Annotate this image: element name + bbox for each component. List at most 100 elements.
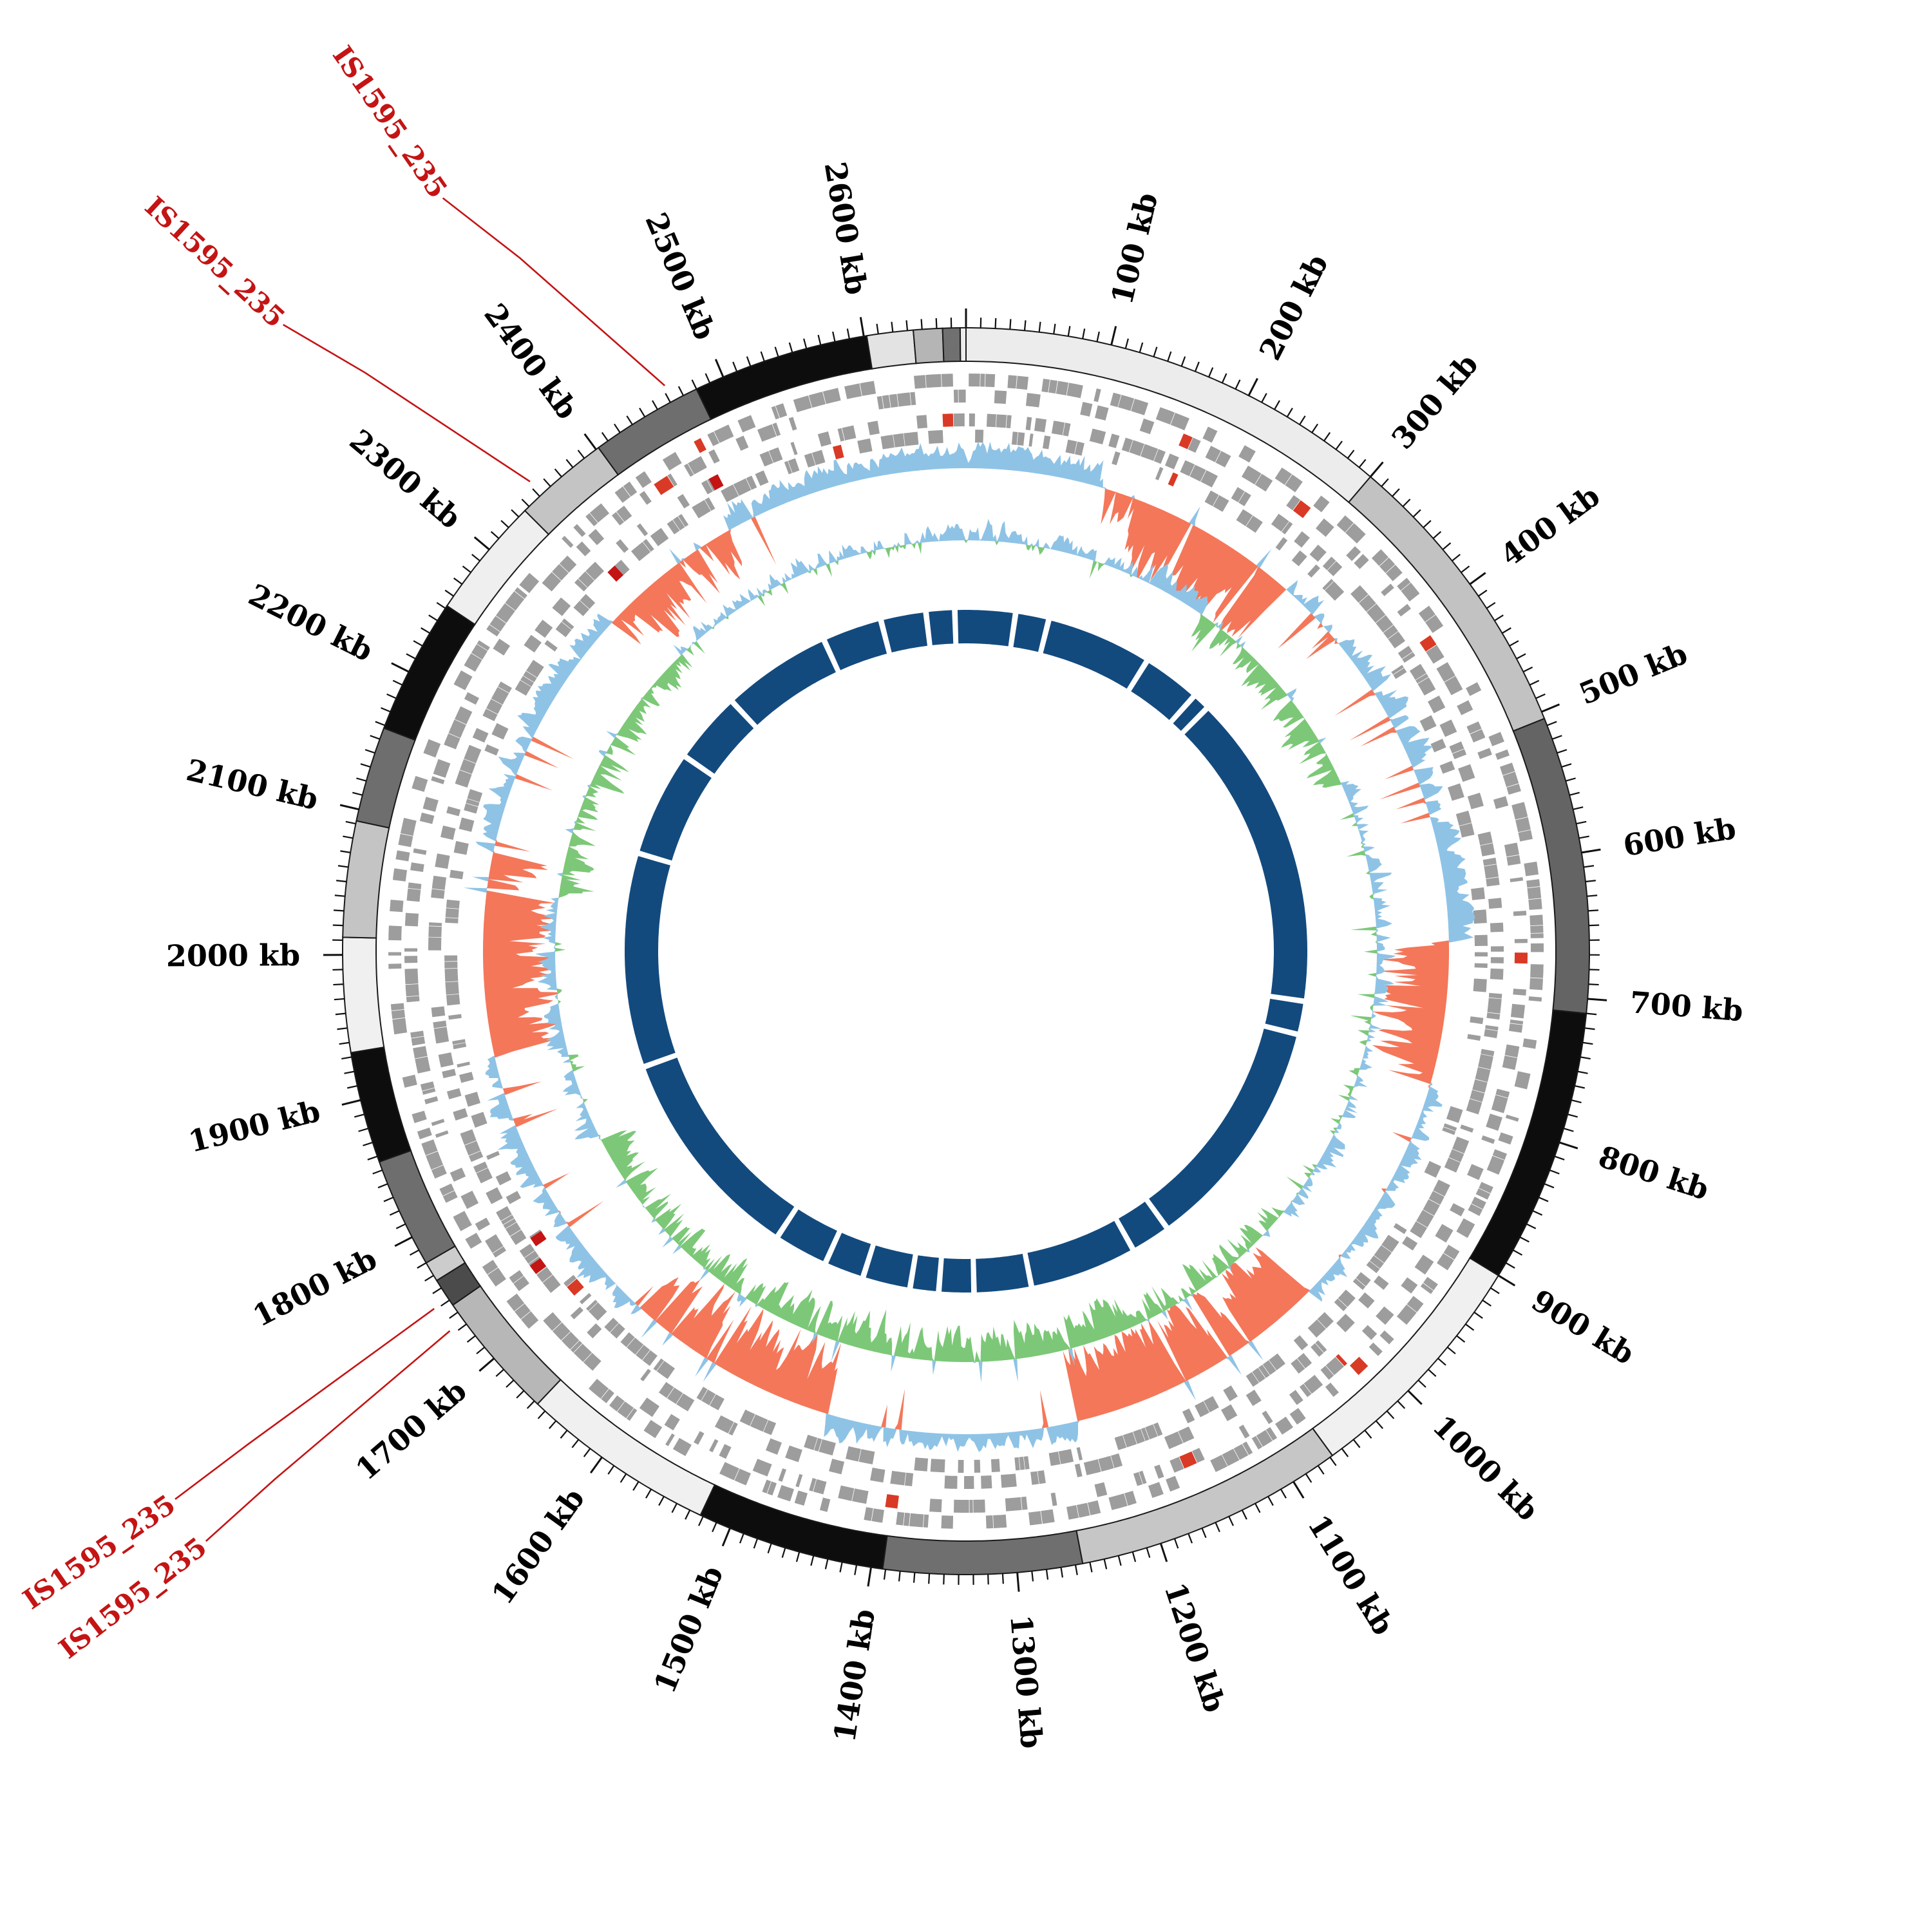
gene-block	[413, 1046, 428, 1059]
tick-label: 1000 kb	[1426, 1408, 1546, 1528]
gene-block	[1048, 379, 1058, 394]
gene-block	[464, 653, 482, 672]
gene-block	[1506, 855, 1521, 866]
gene-block	[404, 969, 419, 985]
tick-label: 2500 kb	[638, 207, 723, 345]
major-tick	[391, 662, 410, 673]
gene-block	[1426, 645, 1444, 664]
gene-block	[611, 512, 625, 526]
tick-label: 300 kb	[1385, 347, 1484, 456]
gene-block	[477, 640, 490, 651]
gene-block	[1293, 1335, 1309, 1350]
alignment-block	[734, 641, 836, 725]
alignment-block	[957, 610, 1013, 647]
gene-block	[388, 952, 401, 956]
gene-block	[1443, 1123, 1457, 1132]
karyotype-segment	[1468, 1009, 1587, 1276]
gene-block	[1471, 887, 1485, 900]
minor-tick	[571, 1439, 580, 1448]
gene-block	[1083, 1459, 1101, 1475]
gene-block	[1424, 1160, 1441, 1178]
alignment-block	[929, 610, 954, 645]
gene-block	[1025, 417, 1032, 431]
gene-block	[412, 1110, 427, 1123]
gene-block	[1309, 544, 1327, 562]
gene-block	[428, 926, 442, 938]
minor-tick	[1335, 440, 1343, 450]
gene-block	[1204, 490, 1219, 506]
gene-block	[763, 1420, 777, 1435]
gene-block	[1414, 1255, 1434, 1275]
gene-block	[1475, 1188, 1491, 1200]
gene-block	[1383, 625, 1398, 639]
gene-block	[1484, 864, 1499, 879]
gene-block	[1474, 934, 1488, 946]
minor-tick	[421, 627, 431, 634]
gene-block	[420, 1081, 435, 1091]
gene-block	[980, 374, 985, 387]
gene-block	[413, 848, 427, 855]
gene-block	[519, 573, 540, 593]
gene-block	[692, 500, 711, 518]
gene-block	[929, 1499, 942, 1513]
gene-block	[1356, 1272, 1371, 1287]
gene-block	[969, 413, 975, 427]
gene-block	[762, 1479, 772, 1493]
gene-block	[1210, 1455, 1227, 1472]
gene-block	[784, 460, 792, 475]
gene-block	[559, 555, 577, 573]
gene-block	[1510, 1003, 1525, 1019]
gene-block	[1221, 1404, 1238, 1421]
gene-block	[1016, 375, 1028, 390]
minor-tick	[346, 1084, 358, 1089]
gene-block	[1291, 1358, 1305, 1374]
gene-block	[1017, 432, 1025, 446]
gene-block	[639, 491, 652, 505]
gene-block	[1522, 1038, 1537, 1049]
gene-block	[975, 430, 984, 443]
gene-block	[858, 1449, 875, 1464]
minor-tick	[1146, 1548, 1151, 1558]
gene-block	[406, 996, 420, 1003]
gene-block	[755, 470, 769, 486]
gene-block	[433, 1020, 447, 1028]
gene-block	[1041, 379, 1050, 393]
minor-tick	[413, 640, 423, 647]
gene-block	[1417, 677, 1436, 696]
tick-label: 800 kb	[1595, 1139, 1713, 1207]
gene-block	[1481, 1135, 1495, 1144]
minor-tick	[1423, 520, 1432, 528]
minor-tick	[1074, 1564, 1078, 1575]
gene-block	[419, 812, 435, 824]
is-gene-block	[885, 1494, 899, 1509]
minor-tick	[471, 554, 480, 562]
gene-block	[431, 1165, 447, 1179]
minor-tick	[409, 1249, 420, 1256]
gene-block	[1354, 554, 1369, 569]
gene-block	[1420, 1283, 1434, 1294]
minor-tick	[767, 1543, 772, 1554]
gene-block	[486, 625, 500, 637]
gene-block	[916, 415, 927, 429]
gene-block	[1487, 998, 1502, 1014]
gene-block	[1252, 1367, 1265, 1383]
gene-block	[1322, 578, 1334, 591]
gene-block	[473, 1161, 488, 1173]
tick-label: 500 kb	[1574, 636, 1692, 711]
minor-tick	[832, 331, 836, 342]
minor-tick	[1452, 554, 1461, 562]
gene-block	[455, 706, 473, 724]
gene-block	[677, 494, 690, 509]
gene-block	[493, 638, 511, 656]
gene-block	[1401, 1277, 1418, 1294]
gene-block	[1374, 1245, 1392, 1263]
gene-block	[422, 1088, 436, 1095]
gene-block	[573, 600, 589, 616]
minor-tick	[1139, 342, 1144, 353]
gene-block	[406, 888, 421, 902]
karyotype-segment	[350, 1046, 412, 1163]
gene-block	[543, 1312, 562, 1331]
gene-block	[996, 414, 1007, 428]
gene-block	[1474, 963, 1488, 968]
